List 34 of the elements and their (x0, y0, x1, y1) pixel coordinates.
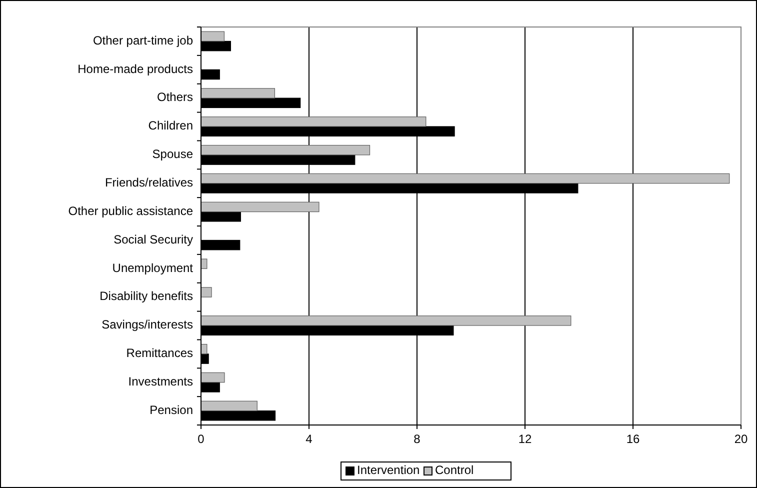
y-tick-label: Spouse (152, 147, 194, 162)
y-tick-label: Social Security (114, 232, 193, 246)
y-tick-label: Investments (128, 374, 193, 389)
y-tick-label: Other public assistance (68, 204, 194, 218)
bar (200, 287, 212, 298)
x-tick-label: 8 (414, 432, 421, 446)
x-tick-label: 16 (626, 432, 640, 446)
bar (200, 344, 208, 354)
y-tick-label: Other part-time job (92, 33, 194, 48)
bar (200, 316, 572, 326)
bar (200, 258, 208, 269)
bar (200, 31, 225, 42)
bar (200, 400, 258, 412)
bar (200, 173, 730, 184)
y-tick-label: Unemployment (112, 260, 194, 275)
y-tick-label: Friends/relatives (104, 176, 193, 190)
bar (200, 116, 426, 127)
x-tick-label: 12 (518, 432, 532, 446)
y-tick-label: Home-made products (78, 62, 193, 76)
legend-label: Control (435, 463, 474, 478)
bar (200, 88, 276, 98)
x-tick-label: 20 (734, 432, 748, 446)
y-tick-label: Disability benefits (100, 289, 193, 304)
y-tick-label: Pension (150, 402, 193, 417)
y-tick-label: Others (156, 90, 193, 104)
bar (200, 372, 225, 383)
legend-label: Intervention (357, 463, 420, 478)
x-tick-label: 4 (306, 432, 313, 446)
y-tick-label: Children (148, 118, 193, 133)
bar (200, 144, 370, 156)
y-tick-label: Remittances (126, 346, 193, 360)
bar (200, 202, 320, 212)
y-tick-label: Savings/interests (102, 318, 193, 332)
x-tick-label: 0 (198, 432, 205, 446)
